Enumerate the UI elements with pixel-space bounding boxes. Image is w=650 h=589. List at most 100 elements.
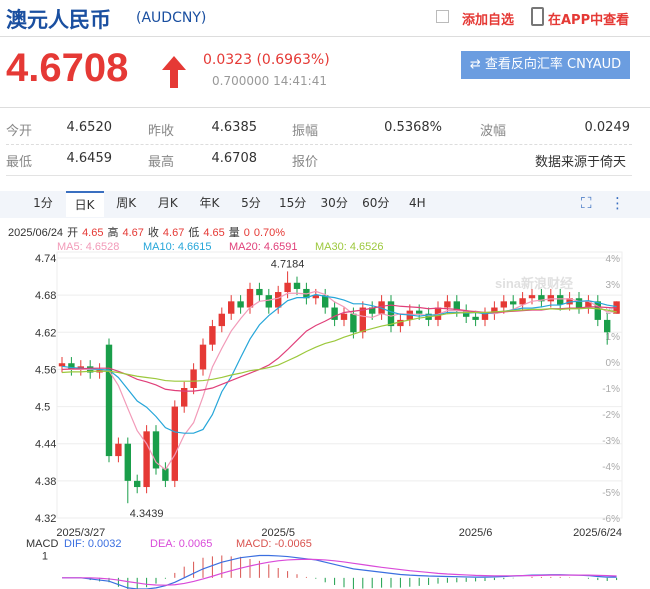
candle-body [293,282,301,289]
y2-tick-label: -3% [602,436,620,447]
candle-body [322,295,329,308]
candle-body [594,301,601,320]
ma-line [61,304,617,392]
annotation: 4.3439 [130,508,164,520]
legend-entry: MACD: -0.0065 [236,538,312,550]
app-link[interactable]: 在APP中查看 [548,13,630,28]
info-label: 开 [67,227,79,239]
stat-value: 0.5368% [384,120,442,135]
info-label: 2025/06/24 [8,227,64,239]
macd-title: MACD [26,538,58,550]
info-label: 高 [107,227,119,239]
candle-body [528,295,536,299]
tab[interactable]: 年K [199,196,220,210]
info-label: 量 [228,227,240,239]
candle-body [444,301,451,308]
info-value: 4.65 [203,227,225,239]
stat-label: 最高 [148,155,175,170]
price: 4.6708 [6,46,129,90]
candle-body [181,388,188,407]
stat-label: 今开 [6,124,33,139]
annotation: 4.7184 [271,258,305,270]
tab[interactable]: 1分 [33,196,53,210]
row-divider [6,175,632,176]
y2-tick-label: -5% [602,488,620,499]
watermark: sina新浪财经 [495,276,573,291]
x-tick-label: 2025/3/27 [56,527,105,539]
y2-tick-label: -6% [602,514,620,525]
reverse-rate-button[interactable]: ⇄ 查看反向汇率 CNYAUD [461,51,630,79]
ma-line [61,293,617,434]
candle-body [199,344,207,370]
candle-info: 2025/06/24 开 4.65 高 4.67 收 4.67 低 4.65 量 0 0.70% [8,224,289,240]
y-tick-label: 4.56 [35,364,56,376]
title: 澳元人民币 [6,8,111,32]
candle-body [538,295,545,302]
divider [0,36,650,37]
menu-icon[interactable]: ⋮ [610,194,625,212]
candle-body [397,319,404,327]
candle-body [453,301,460,311]
info-value: 4.67 [162,227,185,239]
candle-body [237,301,244,308]
candle-body [134,480,141,488]
candle-body [519,298,526,305]
change: 0.0323 (0.6963%) [203,52,330,68]
change-value: 0.0323 [203,52,252,68]
candle-body [124,443,131,481]
candle-body [387,301,395,327]
tab[interactable]: 30分 [320,196,348,210]
info-label: 收 [147,227,159,239]
candle-body [265,295,272,308]
checkbox[interactable] [436,10,449,23]
y-tick-label: 4.74 [35,253,56,265]
candle-body [331,307,338,320]
fullscreen-icon[interactable]: ⛶ [581,194,592,212]
tab[interactable]: 月K [157,196,178,210]
stat-label: 昨收 [148,124,175,139]
macd-line [62,558,617,586]
legend-entry: MA5: 4.6528 [57,241,119,253]
tab[interactable]: 60分 [362,196,390,210]
button-label: 查看反向汇率 CNYAUD [484,57,622,72]
add-watchlist[interactable]: 添加自选 [462,13,515,28]
candle-body [256,288,263,296]
stat-label: 波幅 [480,124,507,139]
stat-label: 振幅 [292,124,319,139]
candle-body [491,307,498,314]
candle-body [472,316,479,320]
candle-body [359,307,366,333]
legend-entry: MA10: 4.6615 [143,241,212,253]
y2-tick-label: 1% [606,332,621,343]
ma-line [62,290,617,471]
candle-body [500,301,507,308]
candle-body [369,307,376,314]
y2-tick-label: -1% [602,384,620,395]
candle-body [218,313,225,327]
info-value: 0.70% [253,227,286,239]
y2-tick-label: 3% [606,280,621,291]
y-tick-label: 4.62 [35,327,56,339]
legend-entry: DIF: 0.0032 [64,538,121,550]
stat-value: 0.0249 [584,120,631,135]
plot-frame [56,251,623,519]
tab[interactable]: 5分 [241,196,261,210]
tab[interactable]: 日K [65,191,104,217]
candle-body [463,310,470,317]
quote-time: 0.700000 14:41:41 [212,74,327,88]
row-divider [6,144,632,145]
candle-body [416,310,423,314]
y-tick-label: 4.32 [35,513,56,525]
tab[interactable]: 15分 [278,196,307,210]
stat-value: 4.6459 [66,151,113,166]
tab[interactable]: 周K [116,196,137,210]
candle-body [209,326,216,345]
y2-tick-label: -4% [602,462,620,473]
candle-body [171,406,178,481]
tab[interactable]: 4H [409,196,426,210]
y2-tick-label: 4% [606,254,621,265]
legend-entry: MA30: 4.6526 [315,241,384,253]
info-value: 0 [243,227,250,239]
